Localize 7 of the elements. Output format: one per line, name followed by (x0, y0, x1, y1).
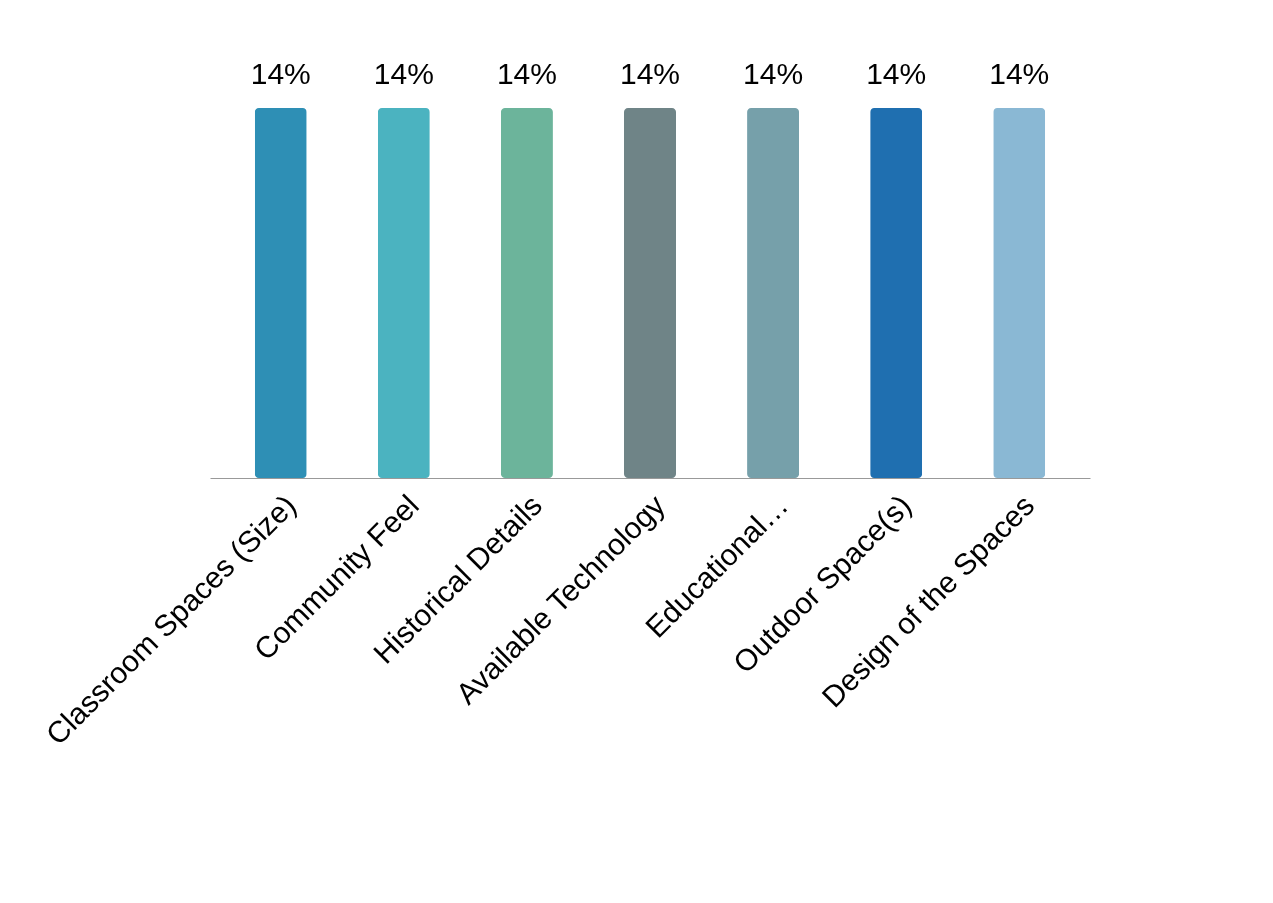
data-label: 14% (989, 57, 1050, 90)
data-label: 14% (496, 57, 557, 90)
data-label: 14% (866, 57, 927, 90)
data-label: 14% (743, 57, 804, 90)
data-label: 14% (373, 57, 434, 90)
data-label: 14% (250, 57, 311, 90)
data-label: 14% (619, 57, 681, 90)
